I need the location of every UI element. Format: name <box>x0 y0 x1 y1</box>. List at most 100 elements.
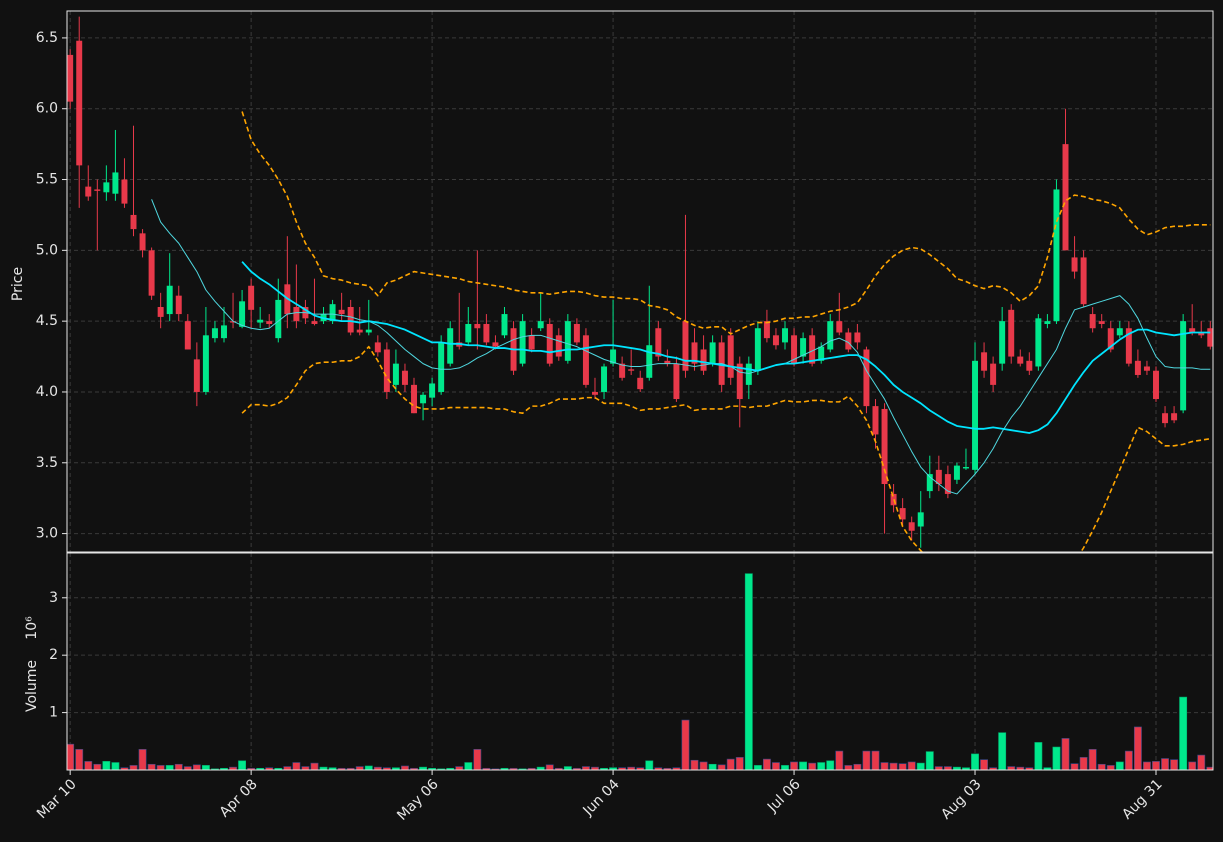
volume-bar <box>582 766 590 770</box>
volume-bar <box>753 765 762 770</box>
volume-bar <box>699 761 708 770</box>
candle-body <box>139 233 146 251</box>
volume-bar <box>1007 766 1016 770</box>
volume-bar <box>907 761 916 770</box>
volume-bar <box>1052 746 1061 770</box>
candle-body <box>193 359 200 392</box>
candle-body <box>67 54 74 102</box>
candle-body <box>411 384 417 414</box>
volume-bar <box>627 766 636 770</box>
candle-body <box>1098 321 1105 324</box>
bollinger-band <box>241 111 1211 335</box>
volume-bar <box>1143 761 1151 770</box>
candle-body <box>782 328 788 343</box>
candle-body <box>293 306 300 322</box>
candle-body <box>1017 356 1024 364</box>
volume-bar <box>473 749 482 770</box>
candle-body <box>401 370 408 385</box>
candle-body <box>374 342 381 353</box>
volume-bar <box>401 765 409 770</box>
candle-body <box>1125 328 1132 364</box>
volume-bar <box>147 763 156 770</box>
candle-body <box>646 345 653 378</box>
volume-bar <box>518 768 527 770</box>
candle-body <box>691 342 698 364</box>
volume-bar <box>799 761 808 770</box>
volume-tick-label: 1 <box>49 705 58 721</box>
candle-body <box>863 349 870 407</box>
candle-body <box>727 335 734 378</box>
volume-bar <box>102 761 111 770</box>
volume-bar <box>1016 766 1025 770</box>
candle-body <box>383 349 390 392</box>
volume-bar <box>437 768 446 770</box>
candle-body <box>528 335 535 350</box>
candle-body <box>1035 318 1042 367</box>
candle-body <box>76 40 83 166</box>
volume-bar <box>925 751 934 770</box>
candle-body <box>1053 189 1060 322</box>
volume-panel-frame <box>66 552 1214 771</box>
candle-body <box>709 342 716 364</box>
candle-body <box>121 179 128 204</box>
volume-bar <box>373 766 382 770</box>
volume-bar <box>844 765 853 770</box>
volume-bar <box>455 766 464 770</box>
price-axis-label: Price <box>10 267 26 301</box>
price-tick-label: 6.0 <box>36 101 58 117</box>
candle-body <box>601 366 608 392</box>
candle-body <box>546 323 553 364</box>
volume-bar <box>211 768 219 770</box>
volume-bar <box>174 763 183 770</box>
candle-body <box>628 369 635 371</box>
volume-bar <box>319 766 328 770</box>
candle-body <box>429 383 436 398</box>
candle-body <box>465 323 472 343</box>
volume-bar <box>138 749 147 770</box>
candle-body <box>1089 314 1096 329</box>
volume-bar <box>301 766 310 770</box>
volume-bar <box>93 763 102 770</box>
candle-body <box>809 335 816 364</box>
price-tick-label: 4.5 <box>36 313 58 329</box>
volume-bar <box>1070 763 1079 770</box>
volume-offset-label: 10⁶ <box>24 616 40 640</box>
volume-bar <box>1197 754 1206 770</box>
candle-body <box>772 335 779 346</box>
candle-body <box>962 467 969 469</box>
candle-body <box>935 469 942 485</box>
volume-bar <box>971 753 979 770</box>
volume-tick-label: 2 <box>49 647 58 663</box>
volume-bar <box>835 750 844 770</box>
candle-body <box>682 321 689 371</box>
candle-body <box>148 250 155 296</box>
volume-bar <box>75 749 84 770</box>
volume-bar <box>681 719 690 770</box>
candle-body <box>94 189 101 191</box>
volume-bar <box>1179 696 1188 770</box>
volume-bar <box>165 765 174 770</box>
candle-body <box>908 522 915 531</box>
candle-body <box>492 342 499 347</box>
candle-body <box>972 360 979 470</box>
candle-body <box>438 342 445 392</box>
candle-body <box>1107 328 1114 350</box>
price-tick-label: 4.0 <box>36 384 58 400</box>
volume-bar <box>735 757 744 770</box>
candle-body <box>736 363 743 400</box>
candle-body <box>1143 366 1150 371</box>
candle-body <box>591 391 598 395</box>
candle-body <box>981 352 988 371</box>
candle-body <box>872 406 879 435</box>
candle-body <box>1062 144 1069 251</box>
volume-bar <box>156 765 165 770</box>
volume-bar <box>563 766 572 770</box>
candle-body <box>564 321 571 361</box>
volume-bar <box>183 766 192 770</box>
volume-bar <box>1079 757 1088 770</box>
candle-body <box>610 349 617 364</box>
candle-body <box>1189 328 1196 333</box>
volume-bar <box>1161 758 1169 770</box>
volume-bar <box>1061 738 1070 770</box>
